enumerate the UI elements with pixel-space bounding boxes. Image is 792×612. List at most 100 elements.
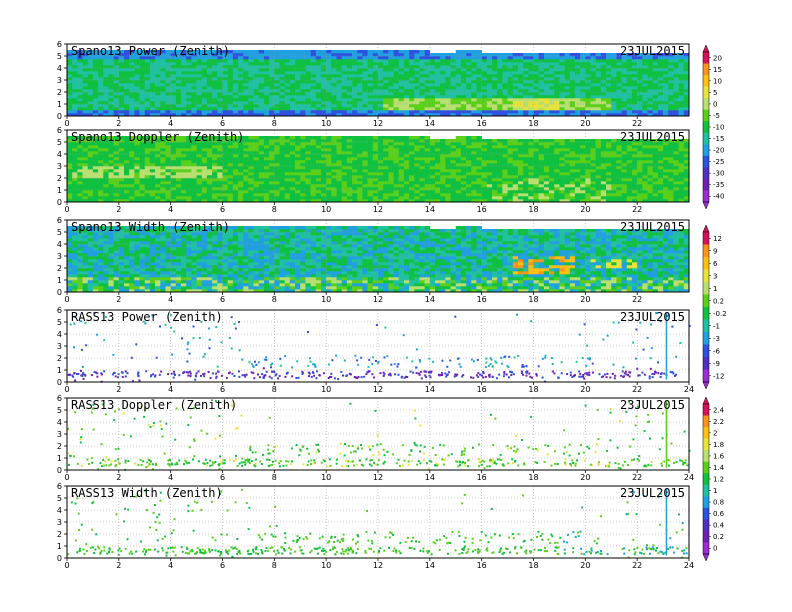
heatmap-cell xyxy=(77,80,83,84)
heatmap-cell xyxy=(471,169,477,173)
heatmap-cell xyxy=(554,139,560,143)
heatmap-cell xyxy=(212,166,218,170)
heatmap-cell xyxy=(486,65,493,69)
heatmap-cell xyxy=(403,148,410,152)
heatmap-cell xyxy=(289,151,296,155)
heatmap-cell xyxy=(113,89,120,93)
heatmap-cell xyxy=(341,151,348,155)
heatmap-cell xyxy=(232,190,239,194)
heatmap-cell xyxy=(201,148,208,152)
heatmap-cell xyxy=(481,196,488,200)
heatmap-cell xyxy=(186,136,192,140)
heatmap-cell xyxy=(191,56,197,60)
heatmap-cell xyxy=(253,172,260,176)
heatmap-cell xyxy=(227,145,234,149)
heatmap-cell xyxy=(403,187,410,191)
heatmap-cell xyxy=(481,77,488,81)
heatmap-cell xyxy=(336,113,343,117)
heatmap-cell xyxy=(144,145,151,149)
heatmap-cell xyxy=(72,95,78,99)
heatmap-cell xyxy=(378,107,384,111)
heatmap-cell xyxy=(72,101,78,105)
heatmap-cell xyxy=(606,95,612,99)
heatmap-cell xyxy=(315,184,322,188)
heatmap-cell xyxy=(533,83,539,87)
heatmap-cell xyxy=(429,190,436,194)
heatmap-cell xyxy=(103,169,109,173)
heatmap-cell xyxy=(222,148,228,152)
heatmap-cell xyxy=(289,154,296,158)
heatmap-cell xyxy=(512,77,519,81)
heatmap-cell xyxy=(414,113,420,117)
heatmap-cell xyxy=(372,136,379,140)
heatmap-cell xyxy=(492,92,498,96)
heatmap-cell xyxy=(113,101,120,105)
heatmap-cell xyxy=(569,151,576,155)
heatmap-cell xyxy=(186,190,192,194)
heatmap-cell xyxy=(481,86,488,90)
heatmap-cell xyxy=(543,101,550,105)
heatmap-cell xyxy=(455,175,462,179)
heatmap-cell xyxy=(533,169,539,173)
heatmap-cell xyxy=(258,53,265,57)
heatmap-cell xyxy=(652,89,659,93)
heatmap-cell xyxy=(305,163,311,167)
heatmap-cell xyxy=(243,56,249,60)
heatmap-cell xyxy=(98,193,104,197)
heatmap-cell xyxy=(232,65,239,69)
heatmap-cell xyxy=(186,59,192,63)
heatmap-cell xyxy=(606,148,612,152)
heatmap-cell xyxy=(98,187,104,191)
heatmap-cell xyxy=(507,89,514,93)
heatmap-cell xyxy=(222,196,228,200)
heatmap-cell xyxy=(429,163,436,167)
heatmap-cell xyxy=(155,50,161,54)
heatmap-cell xyxy=(590,77,596,81)
heatmap-cell xyxy=(388,83,394,87)
heatmap-cell xyxy=(326,56,332,60)
heatmap-cell xyxy=(295,184,301,188)
heatmap-cell xyxy=(103,139,109,143)
heatmap-cell xyxy=(611,68,617,72)
heatmap-cell xyxy=(393,157,400,161)
heatmap-cell xyxy=(455,74,462,78)
heatmap-cell xyxy=(310,56,317,60)
heatmap-cell xyxy=(378,53,384,57)
heatmap-cell xyxy=(300,113,306,117)
heatmap-cell xyxy=(315,71,322,75)
heatmap-cell xyxy=(227,160,234,164)
heatmap-cell xyxy=(113,184,120,188)
heatmap-cell xyxy=(217,175,223,179)
heatmap-cell xyxy=(569,181,576,185)
heatmap-cell xyxy=(248,107,254,111)
heatmap-cell xyxy=(502,113,508,117)
heatmap-cell xyxy=(564,139,571,143)
heatmap-cell xyxy=(248,184,254,188)
heatmap-cell xyxy=(82,77,89,81)
heatmap-cell xyxy=(305,187,311,191)
heatmap-cell xyxy=(87,163,94,167)
heatmap-cell xyxy=(269,89,275,93)
heatmap-cell xyxy=(248,56,254,60)
heatmap-cell xyxy=(108,136,114,140)
heatmap-cell xyxy=(507,181,514,185)
heatmap-cell xyxy=(683,59,690,63)
heatmap-cell xyxy=(129,163,135,167)
heatmap-cell xyxy=(507,175,514,179)
heatmap-cell xyxy=(238,53,244,57)
heatmap-cell xyxy=(227,53,234,57)
heatmap-cell xyxy=(253,151,260,155)
heatmap-cell xyxy=(445,95,451,99)
heatmap-cell xyxy=(248,53,254,57)
heatmap-cell xyxy=(424,148,431,152)
heatmap-cell xyxy=(466,157,472,161)
heatmap-cell xyxy=(186,157,192,161)
heatmap-cell xyxy=(435,148,441,152)
heatmap-cell xyxy=(295,53,301,57)
heatmap-cell xyxy=(611,181,617,185)
heatmap-cell xyxy=(683,71,690,75)
heatmap-cell xyxy=(549,175,555,179)
heatmap-cell xyxy=(295,166,301,170)
heatmap-cell xyxy=(424,175,431,179)
